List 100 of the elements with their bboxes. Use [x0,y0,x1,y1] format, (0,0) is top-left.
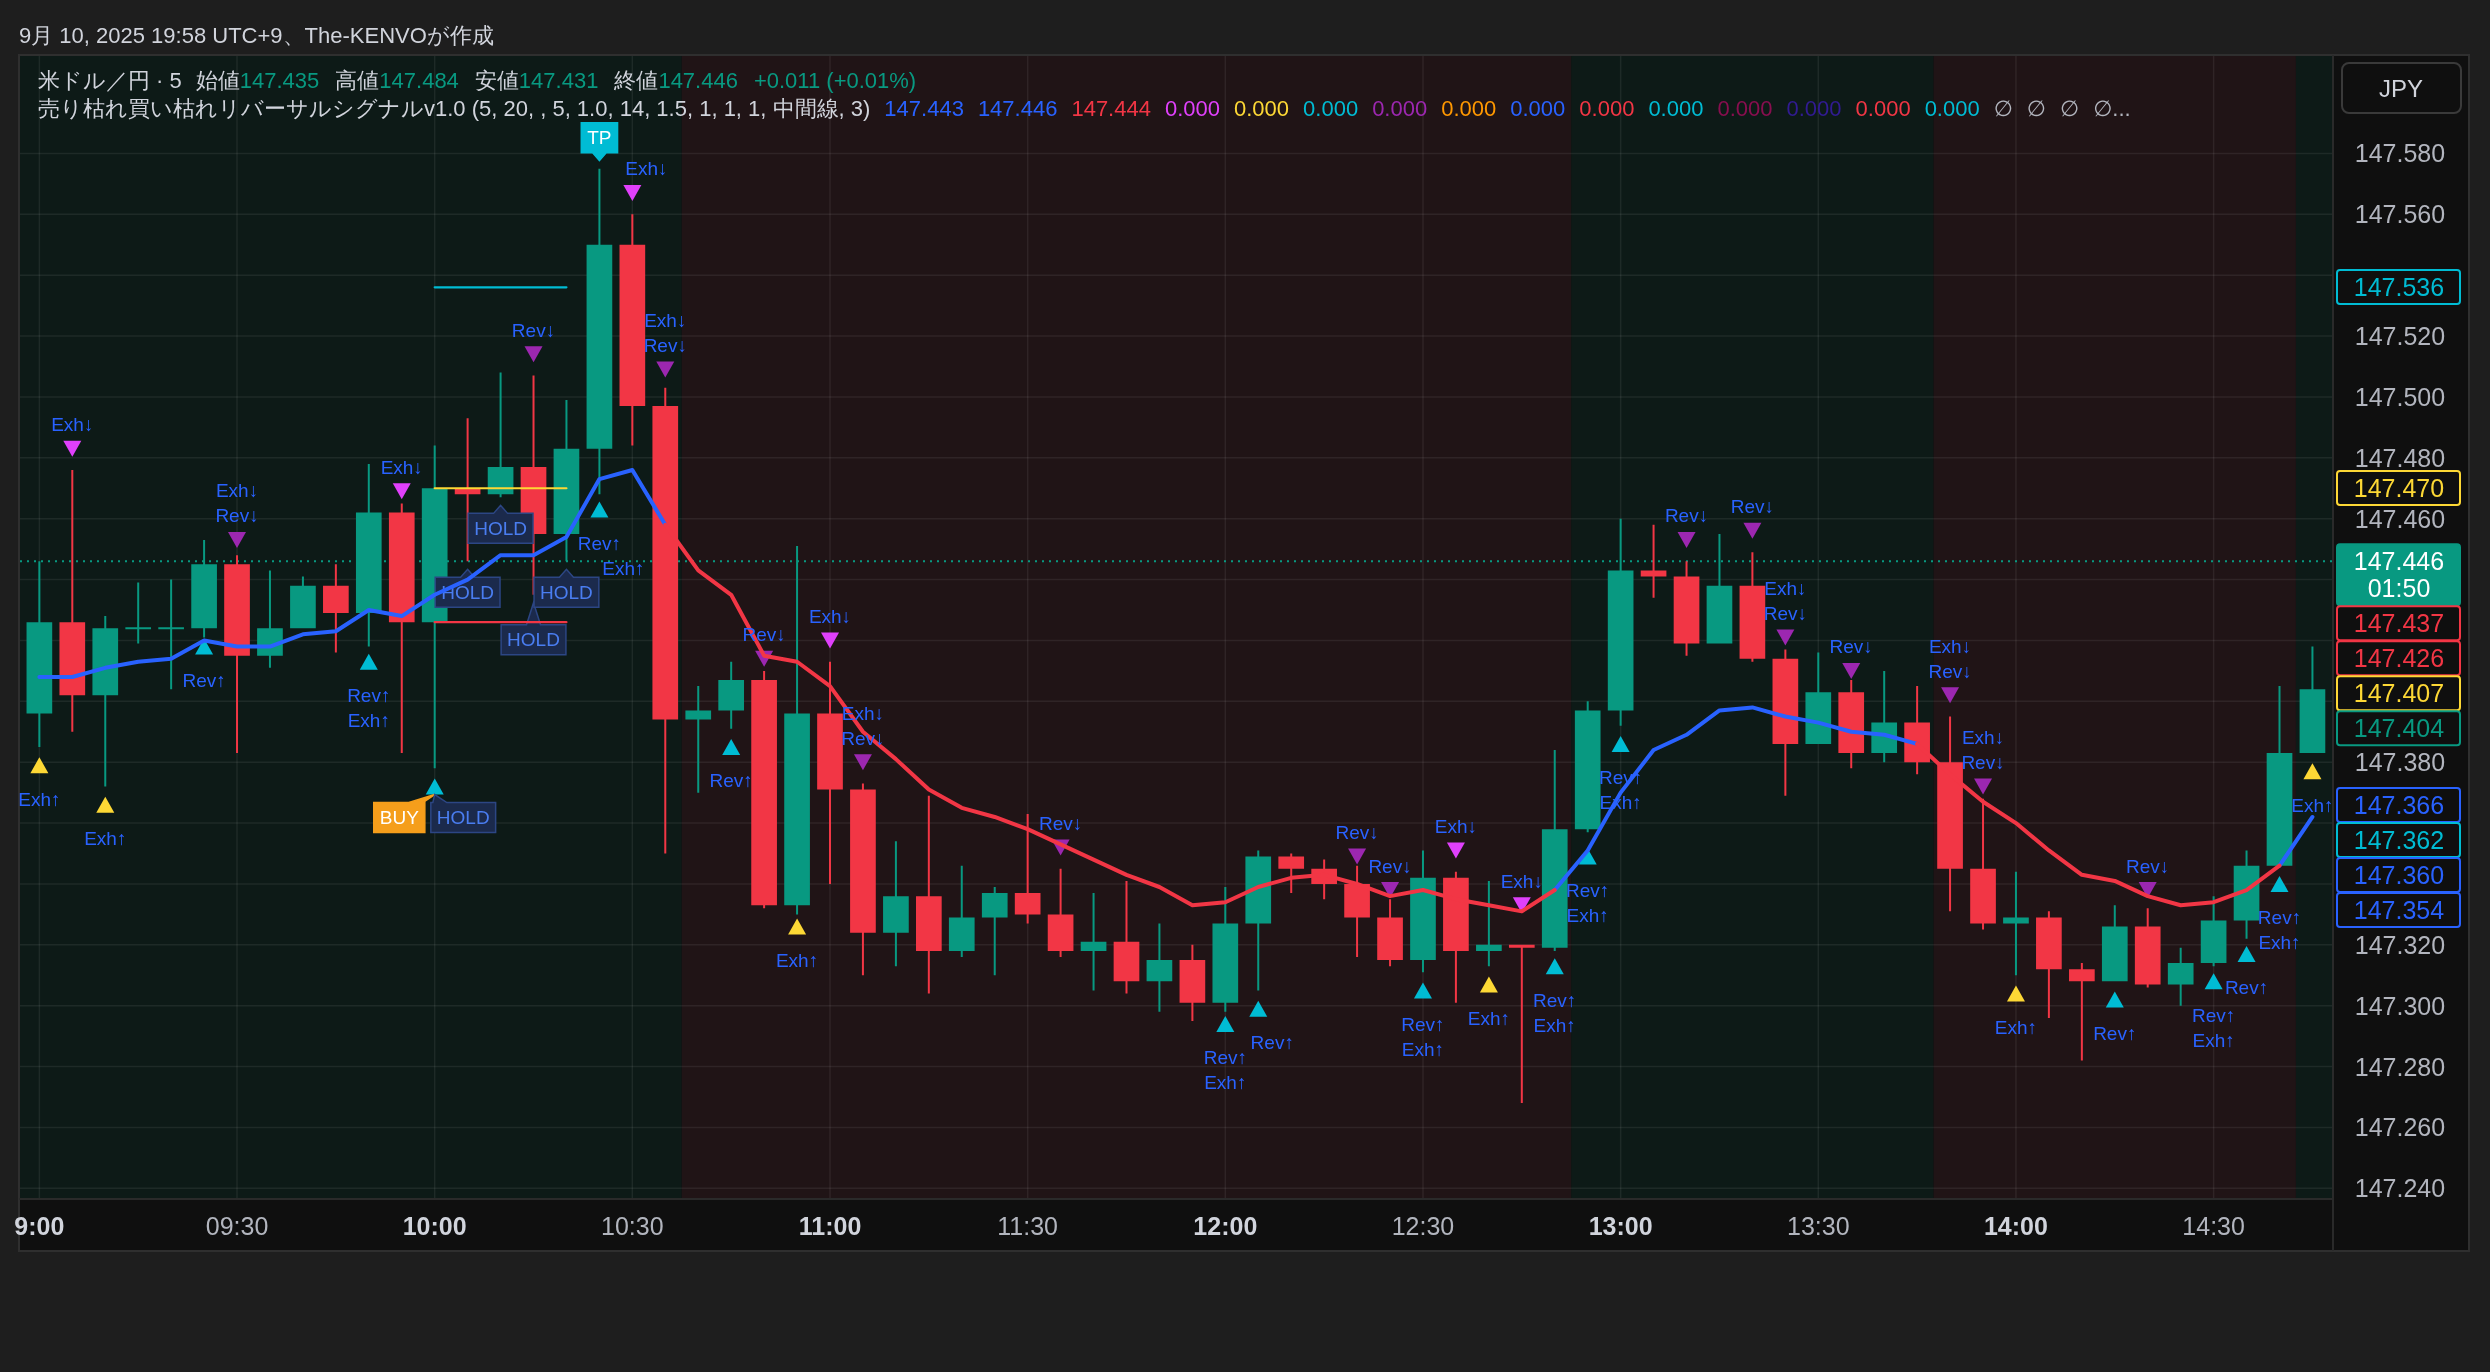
annotation: Rev↓ [1730,496,1775,518]
point [1216,1015,1235,1032]
annotation: Exh↑ [84,828,127,850]
candlestick [388,503,415,754]
candlestick [1476,880,1502,967]
point [392,483,411,500]
annotation: 0.000 [1579,95,1635,121]
annotation: +0.011 (+0.01%) [753,67,917,93]
x-tick-label: 10:00 [402,1212,467,1240]
annotation: BUY [379,807,420,829]
annotation: Rev↓ [1335,822,1379,844]
annotation: 147.431 [518,67,599,93]
annotation: Exh↑ [1467,1007,1511,1029]
annotation: Rev↑ [1566,880,1610,902]
candlestick [883,841,909,967]
y-tick-label: 147.240 [2354,1174,2446,1203]
annotation: Exh↓ [1764,577,1807,599]
annotation: Rev↑ [1401,1013,1445,1035]
candlestick [586,168,613,495]
candlestick [2101,905,2128,982]
candlestick [1080,893,1107,991]
candlestick [2036,911,2062,1018]
annotation: 0.000 [1372,95,1428,121]
candlestick [948,865,975,958]
x-tick-label: 11:00 [798,1212,862,1240]
point [1479,976,1498,993]
y-tick-label: 147.280 [2354,1052,2446,1081]
x-tick-label: 12:00 [1193,1212,1258,1240]
x-tick-label: 13:00 [1588,1212,1653,1240]
text: JPY [2378,74,2424,102]
point [2006,985,2025,1002]
annotation: HOLD [436,807,490,829]
annotation: 安値 [474,67,519,93]
ref-line-label: 147.446 01:50 [2353,547,2445,603]
annotation: Rev↓ [215,505,259,527]
annotation: Rev↑ [2224,977,2269,999]
y-tick-label: 147.500 [2354,382,2446,411]
annotation: Exh↓ [644,310,687,332]
candlestick [1739,552,1766,662]
candlestick [1278,853,1305,894]
candlestick [290,576,316,629]
point [1611,735,1630,752]
candlestick [2200,896,2227,967]
annotation: Rev↑ [2093,1023,2137,1045]
candlestick [1179,944,1206,1021]
annotation: 0.000 [1510,95,1566,121]
x-tick-label: 9:00 [14,1212,65,1240]
text: 米ドル／円 · 5 [38,67,182,93]
annotation: Rev↓ [1664,505,1709,527]
point [1446,842,1465,859]
annotation: Rev↑ [709,770,753,792]
annotation: 高値 [335,67,380,93]
annotation: Exh↓ [808,605,852,627]
candlestick [1541,750,1568,951]
candlestick [915,795,942,994]
annotation: Exh↑ [2192,1029,2235,1051]
candlestick [2003,871,2029,976]
annotation: 0.000 [1786,95,1842,121]
annotation: HOLD [474,517,527,539]
y-tick-label: 147.300 [2354,991,2446,1020]
candlestick [751,670,777,909]
annotation: Exh↑ [1566,905,1609,927]
point [2303,763,2322,780]
annotation: Rev↓ [1368,855,1412,877]
annotation: Exh↓ [215,480,259,502]
candlestick [1640,524,1667,598]
annotation: 147.435 [239,67,320,93]
text: 147.366 [2353,791,2445,819]
point [1413,982,1432,999]
candlestick [850,783,876,976]
annotation: Rev↓ [2126,855,2170,877]
point [1348,848,1367,865]
annotation: 0.000 [1717,95,1773,121]
annotation: Rev↓ [1961,752,2005,774]
candlestick [2069,963,2095,1061]
annotation: Exh↑ [1401,1038,1445,1060]
annotation: 147.446 [977,95,1058,121]
annotation: 0.000 [1234,95,1290,121]
y-tick-label: 147.520 [2354,322,2446,351]
text: 147.407 [2353,679,2445,708]
x-tick-label: 14:00 [1983,1212,2048,1240]
candlestick [2134,908,2161,988]
point [2204,973,2223,990]
text: 147.362 [2353,826,2445,854]
annotation: Exh↓ [625,158,668,180]
annotation: Exh↓ [51,414,94,436]
annotation: Exh↓ [1434,815,1478,837]
candlestick [2167,947,2194,1006]
candlestick [981,887,1008,976]
annotation: Rev↓ [1763,602,1808,624]
y-tick-label: 147.560 [2354,200,2446,229]
annotation: Exh↑ [2291,794,2334,816]
annotation: ∅ [2060,95,2080,121]
text: 売り枯れ買い枯れリバーサルシグナルv1.0 (5, 20, , 5, 1.0, 14, 1.5, 1, 1, 1, 中間線, 3) [38,95,871,121]
point [425,778,444,795]
annotation: Rev↑ [577,533,622,555]
annotation: Rev↓ [1829,636,1873,658]
annotation: 終値 [613,67,659,93]
point [1743,522,1762,539]
annotation: Rev↑ [2257,907,2302,929]
